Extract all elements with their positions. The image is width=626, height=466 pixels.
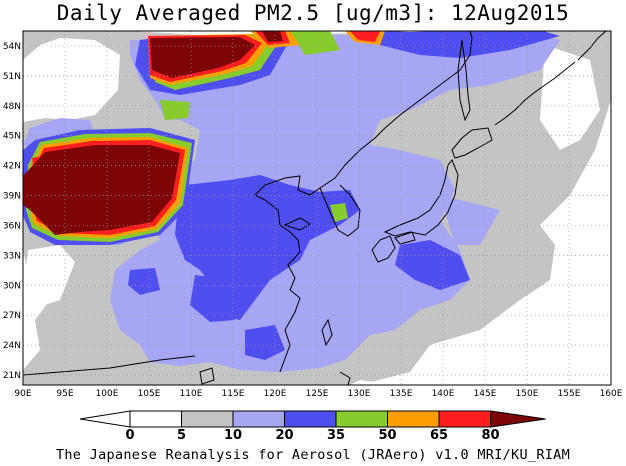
latitude-labels: 54N 51N 48N 45N 42N 39N 36N 33N 30N 27N 24N 21N	[3, 42, 21, 381]
longitude-tick-label: 95E	[56, 389, 73, 399]
colorbar-label: 35	[327, 428, 345, 443]
colorbar-segment	[129, 410, 182, 428]
japan-coastline	[371, 235, 396, 263]
japan-coastline	[451, 127, 493, 159]
latitude-tick-label: 39N	[3, 192, 21, 202]
colorbar-label: 10	[224, 428, 242, 443]
colorbar-arrow-high	[490, 410, 546, 428]
maroon-band	[150, 37, 255, 78]
latitude-tick-label: 54N	[3, 42, 21, 52]
colorbar-label: 0	[125, 428, 134, 443]
longitude-tick-label: 90E	[14, 389, 31, 399]
longitude-tick-label: 155E	[558, 389, 581, 399]
white-gap	[540, 45, 600, 150]
colorbar-label: 5	[177, 428, 186, 443]
latitude-tick-label: 33N	[3, 251, 21, 261]
colorbar-segment	[232, 410, 285, 428]
colorbar-segment	[335, 410, 388, 428]
colorbar-segment	[438, 410, 491, 428]
colorbar-segment	[387, 410, 440, 428]
taiwan-coastline	[321, 318, 333, 347]
latitude-tick-label: 45N	[3, 132, 21, 142]
latitude-tick-label: 30N	[3, 281, 21, 291]
footer-credit: The Japanese Reanalysis for Aerosol (JRA…	[55, 447, 571, 463]
indochina-coastline	[23, 355, 196, 376]
longitude-tick-label: 140E	[432, 389, 455, 399]
green-band	[290, 31, 340, 55]
longitude-labels: 90E 95E 100E 105E 110E 115E 120E 125E 130E 135E 14…	[14, 389, 622, 399]
colorbar-segment	[181, 410, 234, 428]
japan-coastline	[383, 159, 459, 237]
blue-band	[361, 31, 560, 58]
longitude-tick-label: 145E	[474, 389, 497, 399]
map-title: Daily Averaged PM2.5 [ug/m3]: 12Aug2015	[56, 1, 570, 25]
blue-band	[395, 240, 470, 290]
longitude-tick-label: 150E	[516, 389, 539, 399]
longitude-tick-label: 125E	[306, 389, 329, 399]
white-gap	[23, 245, 75, 310]
coastlines	[23, 31, 607, 385]
latitude-tick-label: 42N	[3, 162, 21, 172]
maroon-band	[262, 31, 283, 42]
maroon-band	[23, 145, 180, 235]
colorbar-label: 50	[378, 428, 396, 443]
blue-band	[190, 275, 235, 322]
longitude-tick-label: 160E	[600, 389, 623, 399]
japan-coastline	[394, 231, 416, 245]
shandong-coastline	[283, 217, 311, 231]
colorbar-label: 20	[275, 428, 293, 443]
latitude-tick-label: 27N	[3, 311, 21, 321]
longitude-tick-label: 135E	[390, 389, 413, 399]
korea-coastline	[319, 184, 361, 237]
white-gap	[350, 380, 400, 385]
kamchatka-coastline	[577, 31, 607, 61]
mainland-coastline	[254, 31, 473, 373]
colorbar-arrow-low	[79, 410, 131, 428]
longitude-tick-label: 120E	[264, 389, 287, 399]
colorbar-segment	[284, 410, 337, 428]
latitude-tick-label: 48N	[3, 102, 21, 112]
colorbar-label: 65	[430, 428, 448, 443]
longitude-tick-label: 115E	[222, 389, 245, 399]
graticule	[23, 31, 611, 385]
colorbar-label: 80	[481, 428, 499, 443]
philippines-coastline	[339, 371, 351, 385]
latitude-tick-label: 21N	[3, 371, 21, 381]
kuril-coastline	[494, 61, 576, 126]
latitude-tick-label: 36N	[3, 221, 21, 231]
map-frame	[22, 30, 612, 386]
longitude-tick-label: 105E	[138, 389, 161, 399]
blue-band	[128, 268, 160, 295]
green-band	[160, 100, 190, 120]
hainan-coastline	[199, 367, 215, 385]
red-band	[350, 31, 380, 42]
latitude-tick-label: 24N	[3, 341, 21, 351]
colorbar: 0 5 10 20 35 50 65 80	[79, 410, 546, 443]
white-gap	[23, 38, 120, 122]
longitude-tick-label: 100E	[96, 389, 119, 399]
longitude-tick-label: 110E	[180, 389, 203, 399]
green-band	[330, 203, 348, 222]
longitude-tick-label: 130E	[348, 389, 371, 399]
latitude-tick-label: 51N	[3, 72, 21, 82]
sakhalin-coastline	[457, 39, 471, 122]
